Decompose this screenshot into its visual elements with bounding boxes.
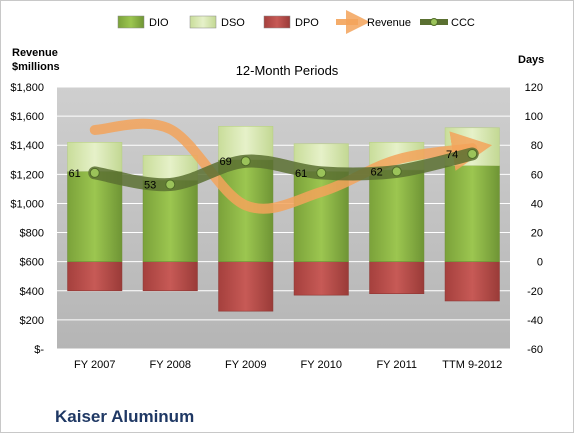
left-tick-label: $1,200 — [10, 169, 44, 181]
left-tick-label: $1,400 — [10, 140, 44, 152]
right-tick-label: 100 — [525, 111, 543, 123]
revenue-series — [89, 118, 493, 214]
ccc-data-label: 69 — [220, 156, 232, 168]
bar-dpo — [293, 261, 349, 296]
right-tick-label: 80 — [531, 140, 543, 152]
x-tick-label: FY 2010 — [301, 359, 342, 371]
left-tick-label: $1,000 — [10, 198, 44, 210]
legend-swatch-dpo — [263, 15, 291, 29]
right-axis-title: Days — [518, 54, 544, 66]
x-tick-label: TTM 9-2012 — [442, 359, 502, 371]
ccc-marker — [165, 179, 176, 190]
right-axis-ticks: -60 -40 -20 0 20 40 60 80 100 120 — [525, 82, 543, 356]
ccc-data-label: 53 — [144, 180, 156, 192]
legend-label-revenue: Revenue — [367, 17, 411, 29]
x-tick-label: FY 2011 — [376, 359, 417, 371]
bar-dpo — [67, 261, 123, 292]
right-tick-label: 20 — [531, 228, 543, 240]
x-tick-label: FY 2007 — [74, 359, 115, 371]
revenue-line — [89, 118, 493, 214]
right-tick-label: 40 — [531, 198, 543, 210]
bar-dpo — [444, 261, 500, 302]
ccc-data-label: 61 — [295, 168, 307, 180]
ccc-marker — [467, 148, 478, 159]
left-tick-label: $- — [34, 344, 44, 356]
ccc-marker — [89, 167, 100, 178]
left-tick-label: $200 — [20, 315, 44, 327]
ccc-series: 61 53 69 61 62 74 — [69, 147, 479, 192]
bar-dio — [369, 169, 425, 262]
ccc-line — [88, 147, 479, 192]
bar-dpo — [218, 261, 274, 312]
bar-dio — [444, 165, 500, 262]
gridlines — [57, 86, 510, 350]
x-tick-label: FY 2009 — [225, 359, 266, 371]
ccc-data-label: 74 — [446, 149, 458, 161]
ccc-marker — [391, 166, 402, 177]
left-tick-label: $1,600 — [10, 111, 44, 123]
legend-label-dso: DSO — [221, 17, 245, 29]
left-axis-ticks: $- $200 $400 $600 $800 $1,000 $1,200 $1,400 $1,6… — [10, 82, 44, 356]
ccc-marker — [316, 167, 327, 178]
bar-dpo — [369, 261, 425, 294]
left-tick-label: $1,800 — [10, 82, 44, 94]
legend-marker-ccc — [430, 18, 438, 26]
legend-swatch-dso — [189, 15, 217, 29]
legend-label-dio: DIO — [149, 17, 169, 29]
x-tick-label: FY 2008 — [150, 359, 191, 371]
ccc-marker — [240, 156, 251, 167]
ccc-data-label: 62 — [371, 166, 383, 178]
chart-subtitle: 12-Month Periods — [236, 63, 339, 78]
bar-dso — [218, 126, 274, 161]
right-tick-label: -20 — [527, 286, 543, 298]
legend-swatch-dio — [117, 15, 145, 29]
right-tick-label: -40 — [527, 315, 543, 327]
bar-dio — [67, 171, 123, 262]
x-axis-labels: FY 2007 FY 2008 FY 2009 FY 2010 FY 2011 TTM 9… — [74, 359, 502, 371]
bar-dio — [142, 179, 198, 262]
left-tick-label: $400 — [20, 286, 44, 298]
right-tick-label: 120 — [525, 82, 543, 94]
bar-dpo — [142, 261, 198, 292]
left-tick-label: $600 — [20, 257, 44, 269]
legend-label-ccc: CCC — [451, 17, 475, 29]
legend-label-dpo: DPO — [295, 17, 319, 29]
left-axis-title-line1: Revenue — [12, 47, 58, 59]
left-axis-title-line2: $millions — [12, 61, 60, 73]
right-tick-label: -60 — [527, 344, 543, 356]
ccc-data-label: 61 — [69, 168, 81, 180]
legend: DIO DSO DPO Revenue CCC — [117, 10, 475, 34]
plot-area — [57, 87, 510, 349]
left-tick-label: $800 — [20, 228, 44, 240]
right-tick-label: 0 — [537, 257, 543, 269]
company-name: Kaiser Aluminum — [55, 407, 194, 426]
right-tick-label: 60 — [531, 169, 543, 181]
